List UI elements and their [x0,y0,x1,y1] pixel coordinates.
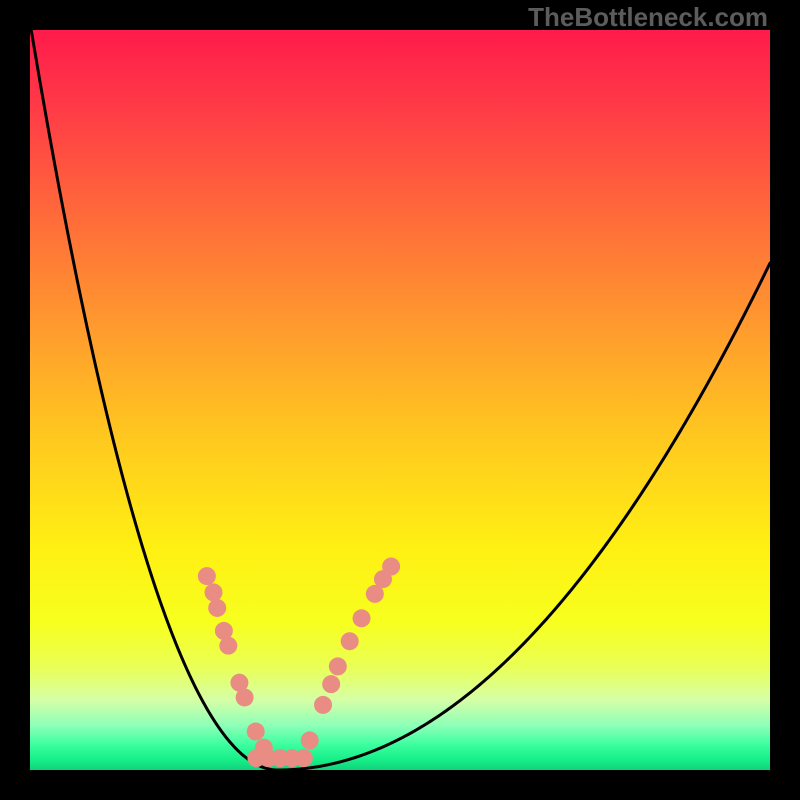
data-marker [247,723,265,741]
watermark-text: TheBottleneck.com [528,2,768,33]
data-marker [301,731,319,749]
data-marker [314,696,332,714]
data-marker [382,558,400,576]
data-marker [208,599,226,617]
data-marker [341,632,359,650]
data-marker [205,583,223,601]
data-marker [322,675,340,693]
data-marker [219,637,237,655]
data-marker [353,609,371,627]
data-marker [198,567,216,585]
gradient-background [30,30,770,770]
bottleneck-chart [30,30,770,770]
data-marker [236,688,254,706]
data-marker [295,749,313,767]
data-marker [329,657,347,675]
